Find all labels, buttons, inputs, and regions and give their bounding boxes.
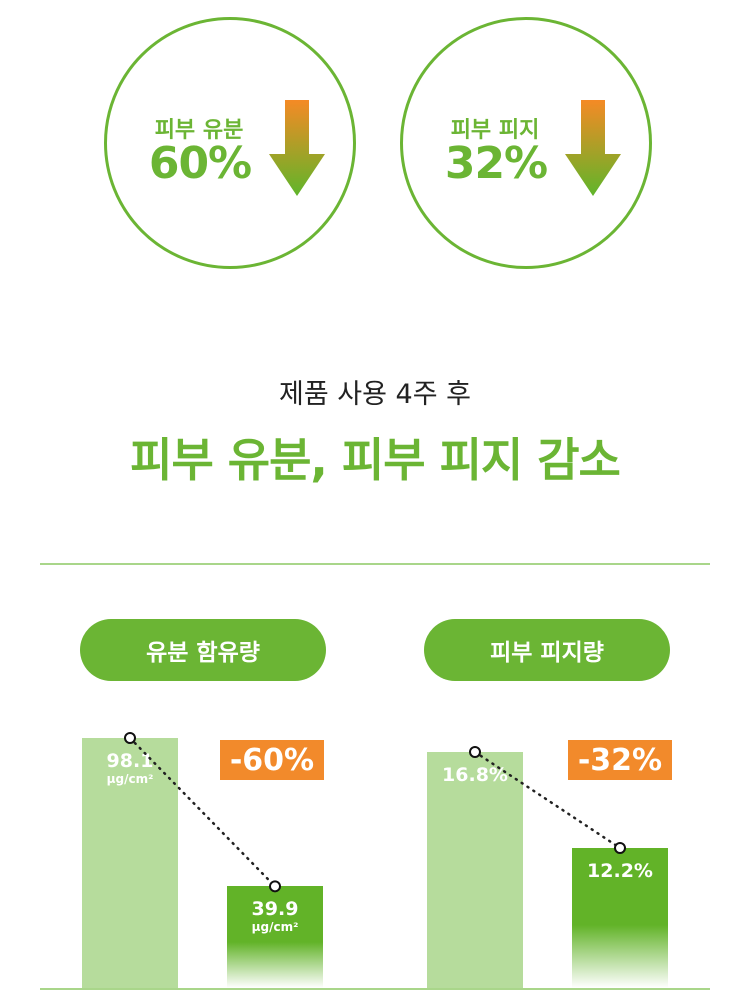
- bar-value-label: 12.2%: [587, 860, 653, 882]
- headline: 피부 유분, 피부 피지 감소: [130, 433, 621, 487]
- bar-unit-label: µg/cm²: [251, 920, 299, 935]
- bar-value-label: 39.9: [251, 898, 299, 921]
- summary-circle-oil: 피부 유분 60%: [104, 17, 356, 269]
- bar-after: 12.2%: [572, 848, 668, 988]
- bar-value-label: 98.1: [106, 750, 154, 772]
- bar-before: 16.8%: [427, 752, 523, 988]
- trend-point: [124, 732, 136, 744]
- bar-before: 98.1 µg/cm²: [82, 738, 178, 988]
- arrow-down-icon: [565, 100, 621, 196]
- change-badge: -60%: [220, 740, 324, 780]
- arrow-down-icon: [269, 100, 325, 196]
- trend-point: [614, 842, 626, 854]
- bar-after: 39.9 µg/cm²: [227, 886, 323, 988]
- summary-circle-sebum: 피부 피지 32%: [400, 17, 652, 269]
- summary-value: 60%: [148, 138, 252, 189]
- summary-label: 피부 유분: [154, 118, 244, 143]
- chart-title-pill: 유분 함유량: [80, 619, 326, 681]
- trend-line: [473, 750, 622, 850]
- baseline: [40, 988, 710, 990]
- change-badge: -32%: [568, 740, 672, 780]
- chart-title-pill: 피부 피지량: [424, 619, 670, 681]
- bar-value-label: 16.8%: [442, 764, 508, 786]
- trend-line: [128, 736, 277, 888]
- trend-point: [269, 880, 281, 893]
- bar-unit-label: µg/cm²: [106, 772, 154, 786]
- trend-point: [469, 746, 481, 758]
- summary-label: 피부 피지: [450, 118, 540, 143]
- subtitle: 제품 사용 4주 후: [279, 379, 471, 410]
- summary-value: 32%: [444, 138, 548, 189]
- divider: [40, 563, 710, 565]
